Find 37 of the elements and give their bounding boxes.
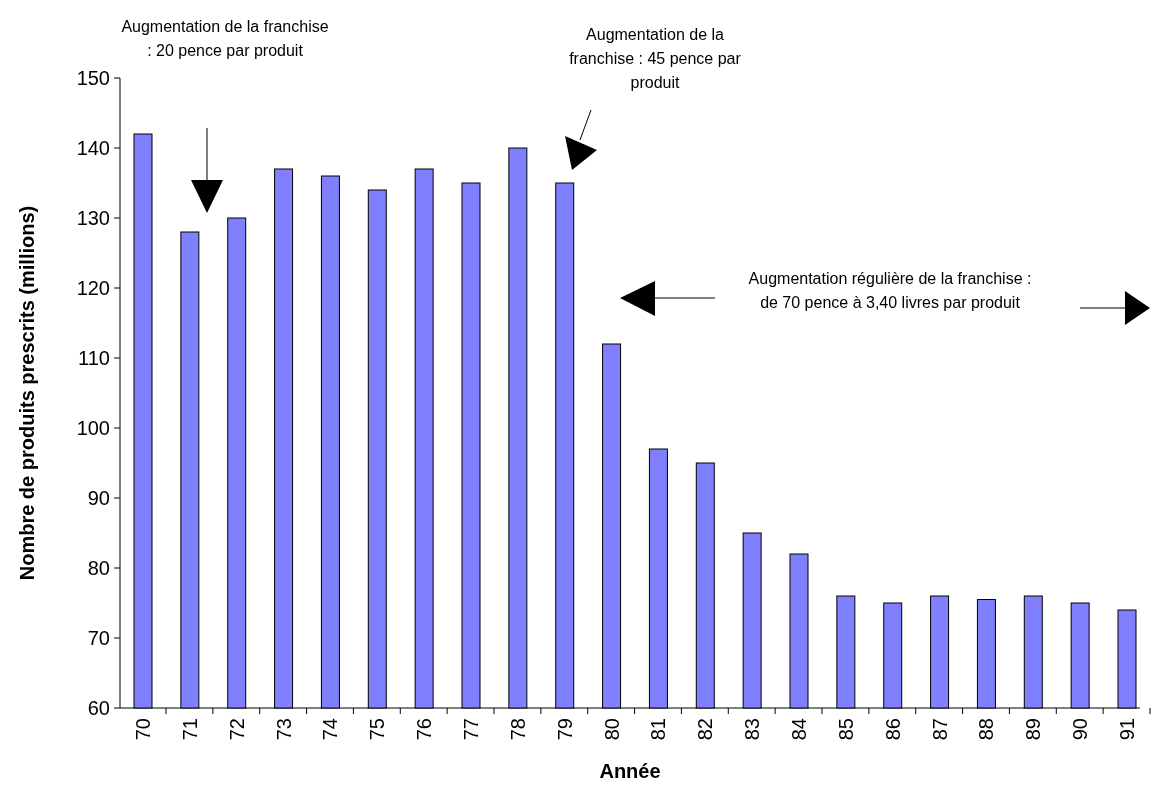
y-tick-label: 90	[87, 487, 110, 509]
x-axis-title: Année	[599, 760, 661, 782]
x-tick-label: 71	[178, 718, 201, 741]
x-tick-label: 79	[553, 718, 576, 741]
y-axis-title: Nombre de produits prescrits (millions)	[16, 205, 38, 581]
x-tick-label: 86	[881, 718, 904, 741]
x-tick-label: 84	[788, 718, 810, 741]
x-tick-label: 81	[647, 718, 670, 741]
x-tick-label: 72	[225, 718, 248, 741]
x-tick-label: 83	[741, 718, 764, 741]
annotation: Augmentation régulière de la franchise : de 70 pence à 3,40 livres par produit	[748, 270, 1032, 311]
x-tick-label: 89	[1022, 718, 1045, 741]
y-tick-label: 70	[87, 627, 110, 649]
x-tick-label: 76	[413, 718, 436, 741]
y-tick-label: 140	[76, 137, 110, 159]
text: Augmentation de la franchise : 20 pence par produit	[121, 18, 329, 59]
y-tick-label: 60	[87, 697, 110, 719]
x-tick-label: 75	[366, 718, 389, 741]
x-tick-label: 70	[132, 718, 154, 741]
x-tick-label: 77	[460, 718, 482, 741]
x-tick-label: 78	[506, 718, 529, 741]
x-tick-label: 82	[694, 718, 717, 741]
y-tick-label: 130	[76, 207, 110, 229]
y-tick-label: 110	[78, 347, 110, 369]
x-tick-label: 80	[600, 718, 623, 741]
y-tick-label: 120	[76, 277, 110, 299]
x-tick-label: 73	[272, 718, 295, 741]
x-tick-label: 91	[1116, 718, 1138, 741]
x-tick-label: 85	[834, 718, 857, 741]
x-tick-label: 90	[1069, 718, 1092, 741]
x-tick-label: 88	[975, 718, 998, 741]
x-tick-label: 74	[319, 718, 342, 741]
y-tick-label: 80	[87, 557, 110, 579]
y-tick-label: 150	[76, 67, 110, 89]
x-tick-label: 87	[928, 718, 951, 741]
y-tick-label: 100	[76, 417, 110, 439]
annotation: Augmentation de la franchise : 45 pence par produit	[569, 26, 742, 91]
